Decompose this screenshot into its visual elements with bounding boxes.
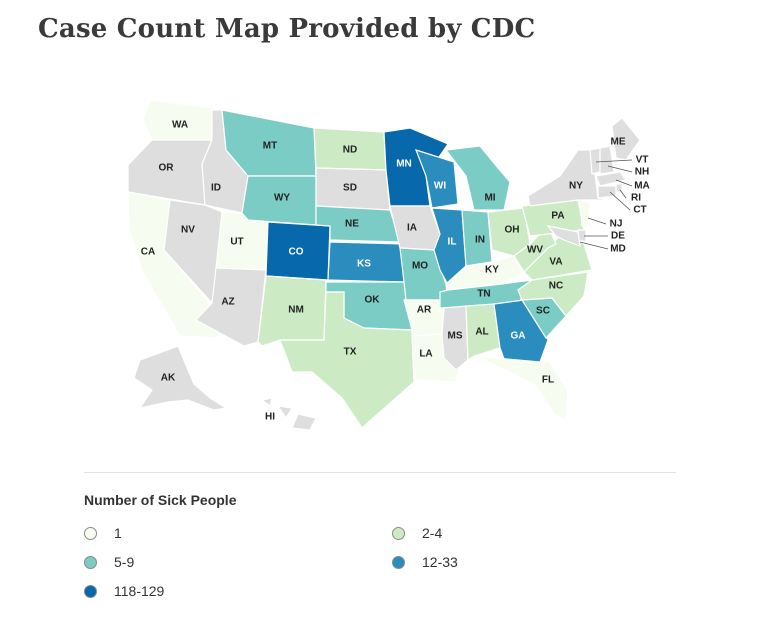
state-label-oh: OH — [505, 225, 520, 236]
state-md[interactable] — [546, 225, 581, 247]
state-label-mt: MT — [263, 141, 277, 152]
legend-swatch-1 — [84, 526, 97, 540]
state-label-me: ME — [611, 137, 626, 148]
legend-item-12-33: 12-33 — [392, 554, 458, 570]
state-mi[interactable] — [444, 145, 511, 211]
state-label-nh: NH — [635, 167, 649, 178]
legend-label-118-129: 118-129 — [114, 583, 165, 599]
legend-label-2-4: 2-4 — [422, 525, 443, 541]
state-label-nc: NC — [549, 281, 563, 292]
state-label-ar: AR — [417, 305, 432, 316]
state-label-il: IL — [448, 237, 457, 248]
state-label-al: AL — [475, 327, 488, 338]
state-label-ct: CT — [633, 205, 646, 216]
state-me[interactable] — [611, 117, 641, 161]
state-label-in: IN — [475, 235, 485, 246]
state-label-ne: NE — [345, 219, 359, 230]
state-ma[interactable] — [595, 171, 628, 187]
state-label-ga: GA — [511, 331, 526, 342]
legend-label-5-9: 5-9 — [114, 554, 135, 570]
state-label-ca: CA — [141, 247, 155, 258]
state-hi[interactable] — [260, 397, 317, 431]
legend-swatch-118-129 — [84, 584, 97, 598]
leader-line-ct — [609, 191, 631, 211]
state-ne[interactable] — [315, 205, 401, 243]
state-label-hi: HI — [265, 412, 275, 423]
state-label-ok: OK — [365, 295, 381, 306]
state-label-mn: MN — [396, 159, 412, 170]
divider — [84, 472, 676, 473]
legend-item-118-129: 118-129 — [84, 583, 164, 599]
leader-line-nh — [607, 165, 633, 173]
state-label-tn: TN — [477, 289, 490, 300]
legend-item-2-4: 2-4 — [392, 525, 442, 541]
legend-item-5-9: 5-9 — [84, 554, 134, 570]
leader-line-md — [579, 241, 609, 250]
state-label-de: DE — [611, 231, 625, 242]
state-label-nm: NM — [288, 305, 304, 316]
state-nj[interactable] — [579, 199, 591, 229]
state-ct[interactable] — [597, 185, 617, 199]
state-label-ak: AK — [161, 373, 176, 384]
state-mn[interactable] — [383, 127, 449, 207]
state-vt[interactable] — [589, 147, 601, 175]
state-label-sc: SC — [536, 306, 550, 317]
state-label-nd: ND — [343, 145, 357, 156]
leader-line-vt — [595, 159, 633, 163]
state-label-vt: VT — [636, 155, 649, 166]
state-label-ms: MS — [448, 331, 463, 342]
legend-swatch-12-33 — [392, 555, 405, 569]
state-label-sd: SD — [343, 183, 357, 194]
state-label-nv: NV — [181, 225, 195, 236]
state-label-ma: MA — [634, 181, 650, 192]
state-label-tx: TX — [344, 347, 357, 358]
state-label-ut: UT — [230, 237, 243, 248]
state-label-or: OR — [159, 163, 175, 174]
state-label-pa: PA — [551, 211, 564, 222]
state-ak[interactable] — [133, 345, 228, 411]
state-label-md: MD — [610, 244, 626, 255]
state-label-fl: FL — [542, 375, 554, 386]
state-label-wy: WY — [274, 193, 290, 204]
state-nh[interactable] — [599, 145, 615, 175]
legend-swatch-2-4 — [392, 526, 405, 540]
state-label-nj: NJ — [610, 219, 623, 230]
leader-line-ri — [619, 189, 627, 199]
page-title: Case Count Map Provided by CDC — [38, 14, 536, 44]
state-label-az: AZ — [221, 297, 234, 308]
state-label-wa: WA — [172, 120, 188, 131]
leader-line-ma — [615, 179, 633, 187]
legend-label-1: 1 — [114, 525, 122, 541]
state-label-la: LA — [419, 349, 432, 360]
legend-title: Number of Sick People — [84, 492, 237, 508]
legend-label-12-33: 12-33 — [422, 554, 458, 570]
state-label-mo: MO — [412, 261, 428, 272]
state-wv[interactable] — [513, 224, 557, 273]
state-label-co: CO — [289, 247, 304, 258]
state-fl[interactable] — [473, 355, 569, 421]
state-label-ia: IA — [407, 223, 417, 234]
state-al[interactable] — [465, 303, 501, 362]
state-label-va: VA — [549, 257, 562, 268]
legend-swatch-5-9 — [84, 555, 97, 569]
leader-line-nj — [587, 217, 607, 225]
state-label-id: ID — [211, 183, 221, 194]
state-label-wi: WI — [434, 181, 446, 192]
state-label-mi: MI — [484, 193, 495, 204]
state-label-ky: KY — [485, 265, 499, 276]
state-wi[interactable] — [414, 149, 459, 209]
state-label-ri: RI — [631, 193, 641, 204]
state-label-wv: WV — [527, 245, 543, 256]
state-label-ks: KS — [357, 259, 371, 270]
state-label-ny: NY — [569, 181, 583, 192]
legend-item-1: 1 — [84, 525, 122, 541]
us-map: WA OR CA ID NV UT AZ MT WY CO NM ND SD NE KS OK TX MN IA MO… — [127, 99, 650, 431]
